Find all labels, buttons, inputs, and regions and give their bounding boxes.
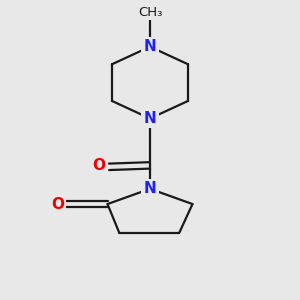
Text: N: N bbox=[144, 111, 156, 126]
Text: N: N bbox=[144, 181, 156, 196]
Text: O: O bbox=[51, 196, 64, 211]
Text: CH₃: CH₃ bbox=[138, 6, 162, 19]
Text: N: N bbox=[144, 39, 156, 54]
Text: O: O bbox=[92, 158, 105, 173]
